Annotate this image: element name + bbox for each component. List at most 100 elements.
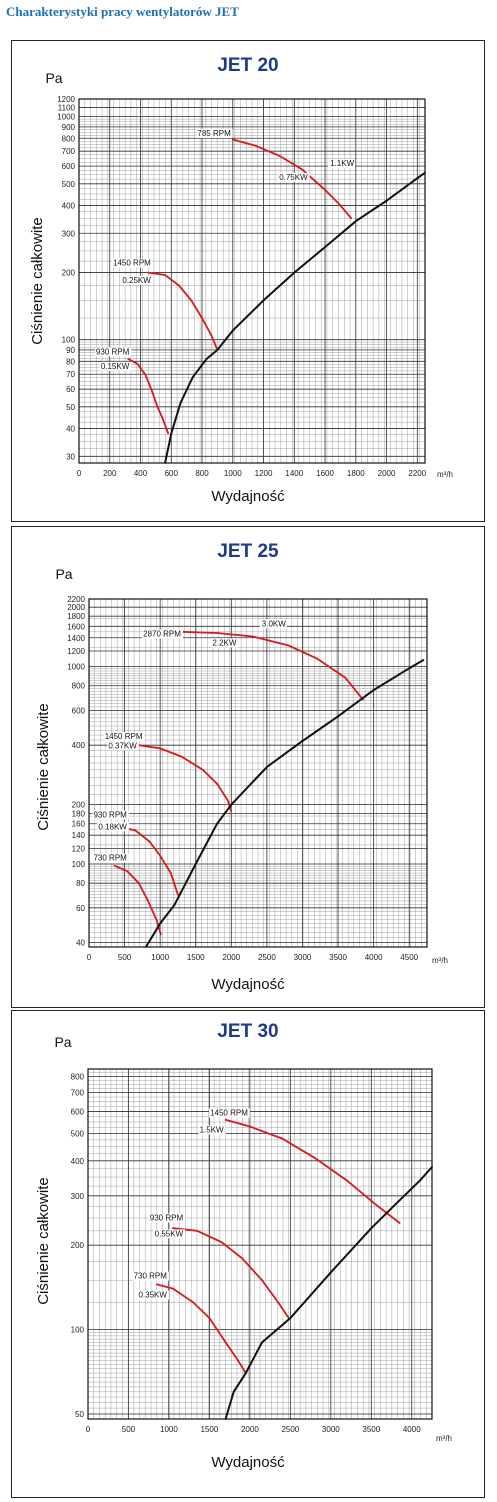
x-tick-label: 1400 <box>285 469 303 478</box>
y-tick-label: 700 <box>62 147 76 156</box>
x-tick-label: 3000 <box>322 1425 340 1434</box>
data-point <box>210 334 213 336</box>
plot-frame <box>88 598 428 948</box>
data-point <box>248 1125 251 1128</box>
x-tick-label: 0 <box>77 469 82 478</box>
data-point <box>277 1301 280 1304</box>
x-tick-label: 2000 <box>378 469 396 478</box>
data-point <box>224 1118 227 1121</box>
y-tick-label: 1800 <box>67 612 85 621</box>
curve-label-bg <box>107 741 139 751</box>
x-tick-label: 2000 <box>222 953 240 962</box>
data-point <box>156 405 159 408</box>
x-tick-label: 1000 <box>224 469 242 478</box>
curve-label: 1.1KW <box>330 159 354 168</box>
data-point <box>251 635 254 638</box>
series-line-1 <box>138 744 233 812</box>
curve-label-bg <box>278 173 310 183</box>
curve-label: 2.2KW <box>212 638 236 647</box>
x-tick-label: 4500 <box>400 953 418 962</box>
y-tick-label: 180 <box>72 810 86 819</box>
y-tick-label: 500 <box>62 180 76 189</box>
y-axis-label: Ciśnienie całkowite <box>35 1177 52 1305</box>
x-tick-label: 1800 <box>347 469 365 478</box>
x-tick-label: 400 <box>134 469 148 478</box>
y-tick-label: 100 <box>62 336 76 345</box>
data-point <box>344 676 347 679</box>
y-tick-label: 2000 <box>67 603 85 612</box>
x-tick-label: 2500 <box>281 1425 299 1434</box>
curve-label-bg <box>196 128 233 138</box>
curve-label: 1.5KW <box>200 1125 224 1134</box>
data-point <box>113 864 116 867</box>
data-point <box>354 220 357 223</box>
data-point <box>150 388 153 391</box>
x-tick-label: 1500 <box>187 953 205 962</box>
data-point <box>192 1301 195 1304</box>
curve-label-bg <box>92 853 129 863</box>
y-tick-label: 60 <box>66 385 75 394</box>
x-tick-label: 800 <box>195 469 209 478</box>
y-tick-label: 600 <box>62 162 76 171</box>
data-point <box>159 922 162 925</box>
curve-label: 1450 RPM <box>105 732 143 741</box>
data-point <box>236 1358 239 1361</box>
data-point <box>418 1179 421 1182</box>
curve-label: 2870 RPM <box>143 630 181 639</box>
x-tick-label: 3000 <box>294 953 312 962</box>
y-tick-label: 1000 <box>67 663 85 672</box>
curve-label: 930 RPM <box>96 347 130 356</box>
y-tick-label: 60 <box>76 904 85 913</box>
data-point <box>230 810 233 813</box>
curve-label: 930 RPM <box>93 811 127 820</box>
x-tick-label: 4000 <box>365 953 383 962</box>
chart-panel-jet25: JET 25 Pa Ciśnienie całkowite Wydajność m³/h… <box>11 526 485 1008</box>
chart-jet25: JET 25 Pa Ciśnienie całkowite Wydajność m³/h… <box>35 541 448 993</box>
chart-jet20: JET 20 Pa Ciśnienie całkowite Wydajność m³/h… <box>29 55 453 505</box>
x-tick-label: 200 <box>103 469 117 478</box>
y-tick-label: 600 <box>71 1107 85 1116</box>
curve-label-bg <box>132 1271 169 1281</box>
data-point <box>169 872 172 874</box>
data-point <box>424 171 426 174</box>
y-tick-label: 50 <box>75 1410 84 1419</box>
x-unit-label: m³/h <box>437 470 453 479</box>
data-point <box>278 154 280 157</box>
y-tick-label: 100 <box>72 860 86 869</box>
y-tick-label: 80 <box>66 357 75 366</box>
data-point <box>178 284 180 287</box>
x-unit-label: m³/h <box>432 956 448 965</box>
data-point <box>293 271 296 274</box>
curve-label-bg <box>137 1290 169 1300</box>
data-point <box>324 246 326 249</box>
plot-frame <box>87 1068 433 1420</box>
data-point <box>289 1317 292 1319</box>
y-tick-label: 120 <box>72 844 86 853</box>
curve-label: 0.25KW <box>122 276 151 285</box>
y-tick-label: 1100 <box>58 103 76 112</box>
data-point <box>231 138 234 141</box>
data-point <box>232 1390 235 1393</box>
series-line-2 <box>156 1283 247 1374</box>
data-point <box>180 755 183 758</box>
y-axis-label: Ciśnienie całkowite <box>35 703 52 831</box>
chart-panel-jet20: JET 20 Pa Ciśnienie całkowite Wydajność m³/h… <box>11 40 485 522</box>
y-tick-label: 1200 <box>57 95 75 104</box>
y-tick-label: 1600 <box>67 622 85 631</box>
curve-label-bg <box>121 275 153 285</box>
data-point <box>144 373 147 376</box>
data-point <box>173 904 176 906</box>
data-point <box>216 782 218 785</box>
y-tick-label: 900 <box>62 123 76 132</box>
y-tick-label: 400 <box>71 1157 85 1166</box>
data-point <box>172 1227 174 1230</box>
data-point <box>208 1317 211 1319</box>
data-point <box>281 1137 284 1140</box>
data-point <box>261 1279 263 1282</box>
curve-label-bg <box>112 258 153 268</box>
curve-label: 0.35KW <box>138 1291 167 1300</box>
data-point <box>147 900 149 902</box>
data-point <box>422 659 425 661</box>
data-point <box>313 1156 316 1159</box>
x-tick-label: 3500 <box>362 1425 380 1434</box>
